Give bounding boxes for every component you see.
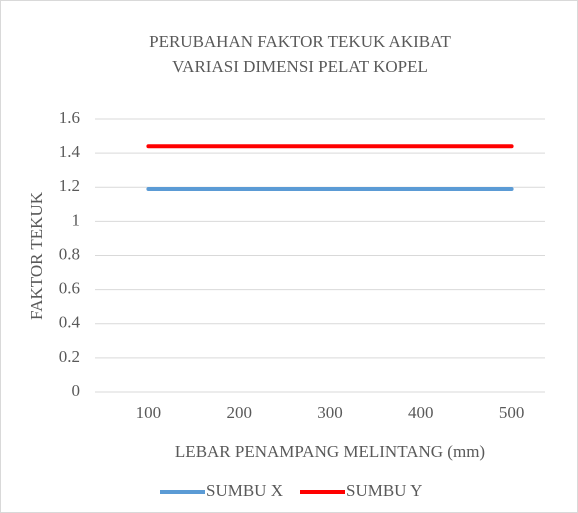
y-tick-label: 1 xyxy=(72,210,81,229)
y-axis-label: FAKTOR TEKUK xyxy=(27,191,46,320)
x-tick-label: 500 xyxy=(499,403,525,422)
x-tick-label: 100 xyxy=(136,403,162,422)
y-tick-label: 0.6 xyxy=(59,279,80,298)
y-tick-label: 1.4 xyxy=(59,142,81,161)
y-tick-label: 0.8 xyxy=(59,244,80,263)
y-tick-label: 0.2 xyxy=(59,347,80,366)
legend-label: SUMBU Y xyxy=(346,481,422,500)
y-tick-label: 0 xyxy=(72,381,81,400)
chart-title: PERUBAHAN FAKTOR TEKUK AKIBAT xyxy=(149,32,451,51)
y-tick-label: 1.2 xyxy=(59,176,80,195)
y-tick-label: 1.6 xyxy=(59,108,80,127)
x-axis-label: LEBAR PENAMPANG MELINTANG (mm) xyxy=(175,442,485,461)
x-tick-label: 300 xyxy=(317,403,343,422)
x-tick-label: 200 xyxy=(226,403,252,422)
y-tick-label: 0.4 xyxy=(59,313,81,332)
legend-label: SUMBU X xyxy=(206,481,283,500)
x-tick-label: 400 xyxy=(408,403,434,422)
chart-title: VARIASI DIMENSI PELAT KOPEL xyxy=(172,57,428,76)
